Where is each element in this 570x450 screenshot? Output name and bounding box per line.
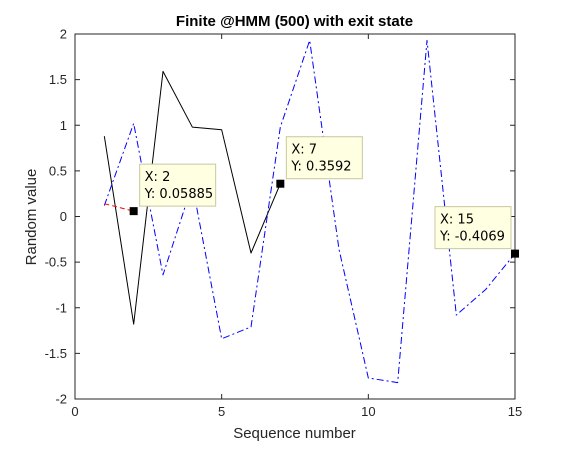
datatip-y-text: Y: 0.05885: [144, 187, 214, 202]
x-tick-label: 10: [361, 404, 375, 419]
datatip-1: X: 2 Y: 0.05885: [129, 163, 217, 216]
y-tick-label: 1: [60, 118, 67, 133]
x-tick-label: 5: [218, 404, 225, 419]
chart-title: Finite @HMM (500) with exit state: [176, 13, 413, 30]
y-tick-label: 0.5: [49, 163, 67, 178]
y-tick-label: 1.5: [49, 72, 67, 87]
datatip-marker: [276, 179, 285, 188]
y-tick-label: -1.5: [45, 346, 67, 361]
datatip-box: [285, 136, 363, 180]
x-axis-label: Sequence number: [233, 425, 356, 442]
x-tick-label: 15: [508, 404, 522, 419]
y-axis-label: Random value: [23, 169, 40, 266]
datatip-x-text: X: 2: [145, 170, 171, 185]
y-tick-label: -1: [55, 300, 67, 315]
series-line-2: [103, 39, 516, 384]
series-line-1: [103, 70, 281, 325]
datatip-2: X: 7 Y: 0.3592: [276, 136, 363, 188]
datatip-box: [434, 206, 512, 250]
datatip-y-text: Y: 0.3592: [290, 160, 351, 175]
datatip-marker: [129, 207, 138, 216]
y-tick-label: -0.5: [45, 255, 67, 270]
y-tick-label: 2: [60, 27, 67, 42]
datatip-x-text: X: 15: [440, 213, 474, 228]
plot-area: 0 5 10 15 -2 -1.5 -1 -0.5 0 0.5 1 1.5 2 X: 2 Y: 0.0588…: [45, 27, 523, 420]
datatip-y-text: Y: -0.4069: [439, 230, 505, 245]
datatip-marker: [511, 249, 519, 258]
y-tick-label: 0: [60, 209, 67, 224]
series-line-3: [104, 203, 134, 212]
y-tick-label: -2: [55, 392, 67, 407]
datatip-box: [139, 163, 217, 207]
x-tick-label: 0: [71, 404, 78, 419]
datatip-3: X: 15 Y: -0.4069: [434, 206, 519, 258]
datatip-x-text: X: 7: [291, 143, 317, 158]
